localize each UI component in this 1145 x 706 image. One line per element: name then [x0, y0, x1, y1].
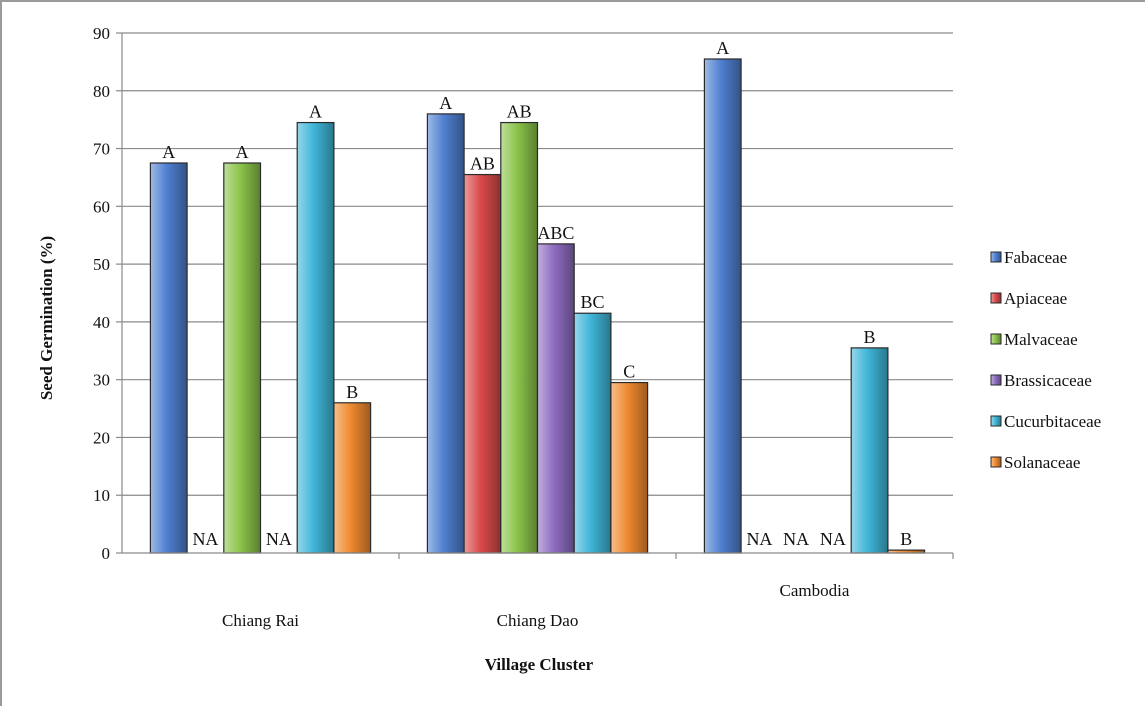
legend-swatch-solanaceae [990, 456, 1002, 468]
y-tick-label: 20 [93, 428, 110, 447]
x-tick-label-chiang-rai: Chiang Rai [222, 611, 299, 630]
x-tick-label-cambodia: Cambodia [780, 581, 850, 600]
bar-chiang-rai-fabaceae [149, 162, 188, 554]
bar-label-chiang-rai-cucurbitaceae: A [309, 102, 322, 122]
bar-label-cambodia-apiaceae: NA [746, 529, 772, 549]
legend-label-apiaceae: Apiaceae [1004, 289, 1067, 308]
bar-label-chiang-rai-apiaceae: NA [192, 529, 218, 549]
bar-chiang-dao-apiaceae [463, 173, 502, 554]
legend-swatch-fabaceae [990, 251, 1002, 263]
y-tick-label: 60 [93, 197, 110, 216]
legend-swatch-malvaceae [990, 333, 1002, 345]
legend-label-fabaceae: Fabaceae [1004, 248, 1067, 267]
x-axis: Chiang Rai Chiang Dao Cambodia [121, 33, 954, 630]
bar-label-cambodia-solanaceae: B [900, 529, 912, 549]
bar-label-chiang-rai-fabaceae: A [162, 142, 175, 162]
bar-chiang-dao-fabaceae [426, 113, 465, 554]
bars [149, 58, 926, 554]
bar-label-chiang-dao-cucurbitaceae: BC [581, 292, 605, 312]
legend-label-malvaceae: Malvaceae [1004, 330, 1078, 349]
bar-label-chiang-dao-brassicaceae: ABC [537, 223, 574, 243]
y-tick-label: 90 [93, 24, 110, 43]
x-axis-title: Village Cluster [485, 655, 594, 674]
y-tick-label: 80 [93, 82, 110, 101]
bar-label-chiang-dao-fabaceae: A [439, 93, 452, 113]
y-tick-label: 0 [102, 544, 111, 563]
y-axis-ticks: 0 10 20 30 40 50 60 70 80 90 [93, 24, 122, 563]
bar-label-chiang-rai-malvaceae: A [236, 142, 249, 162]
legend-label-cucurbitaceae: Cucurbitaceae [1004, 412, 1101, 431]
bar-chiang-dao-brassicaceae [536, 243, 575, 554]
bar-cambodia-cucurbitaceae [850, 347, 889, 554]
x-tick-label-chiang-dao: Chiang Dao [497, 611, 579, 630]
bar-label-chiang-dao-apiaceae: AB [470, 154, 495, 174]
bar-cambodia-fabaceae [703, 58, 742, 554]
legend-swatch-cucurbitaceae [990, 415, 1002, 427]
bar-chiang-dao-solanaceae [610, 381, 649, 554]
bar-label-cambodia-malvaceae: NA [783, 529, 809, 549]
legend: Fabaceae Apiaceae Malvaceae Brassicaceae Cuc… [990, 248, 1101, 472]
bar-chiang-dao-malvaceae [500, 121, 539, 554]
y-tick-label: 50 [93, 255, 110, 274]
legend-swatch-brassicaceae [990, 374, 1002, 386]
bar-chiang-dao-cucurbitaceae [573, 312, 612, 554]
bar-chiang-rai-solanaceae [333, 402, 372, 554]
y-tick-label: 70 [93, 140, 110, 159]
legend-swatch-apiaceae [990, 292, 1002, 304]
bar-chiang-rai-malvaceae [223, 162, 262, 554]
bar-label-chiang-rai-solanaceae: B [346, 382, 358, 402]
bar-label-cambodia-brassicaceae: NA [820, 529, 846, 549]
y-tick-label: 40 [93, 313, 110, 332]
y-axis-title: Seed Germination (%) [37, 236, 56, 400]
y-tick-label: 10 [93, 486, 110, 505]
bar-label-chiang-dao-solanaceae: C [623, 362, 635, 382]
legend-label-solanaceae: Solanaceae [1004, 453, 1080, 472]
bar-chiang-rai-cucurbitaceae [296, 121, 335, 554]
bar-label-cambodia-cucurbitaceae: B [864, 327, 876, 347]
y-tick-label: 30 [93, 371, 110, 390]
bar-label-chiang-dao-malvaceae: AB [507, 102, 532, 122]
bar-label-cambodia-fabaceae: A [716, 38, 729, 58]
bar-label-chiang-rai-brassicaceae: NA [266, 529, 292, 549]
legend-label-brassicaceae: Brassicaceae [1004, 371, 1092, 390]
